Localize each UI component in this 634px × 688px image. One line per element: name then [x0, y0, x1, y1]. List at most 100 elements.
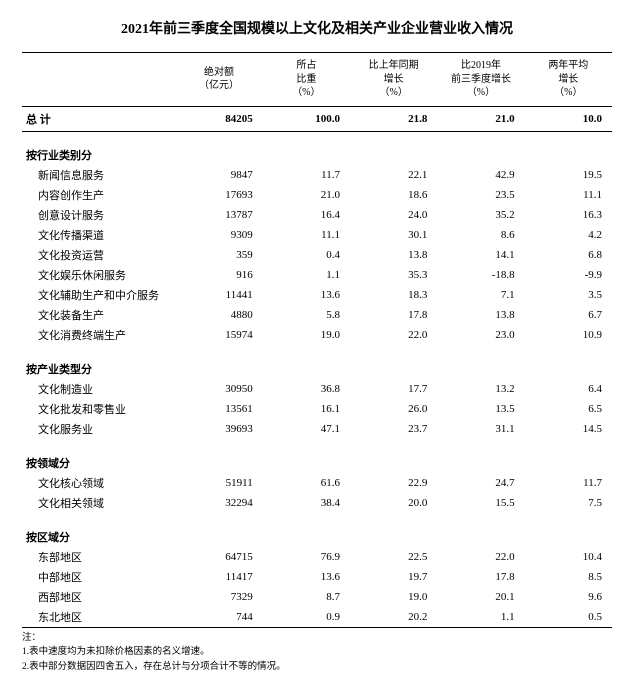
col-header: 比上年同期增长（%） — [350, 53, 437, 107]
row-label: 创意设计服务 — [22, 205, 175, 225]
row-value: 7.1 — [437, 285, 524, 305]
table-row: 文化投资运营3590.413.814.16.8 — [22, 245, 612, 265]
row-value: 23.5 — [437, 185, 524, 205]
row-value: 22.5 — [350, 547, 437, 567]
section-blank — [525, 139, 612, 165]
row-value: 47.1 — [263, 419, 350, 439]
total-value: 84205 — [175, 106, 262, 131]
row-value: 6.4 — [525, 379, 612, 399]
table-row: 内容创作生产1769321.018.623.511.1 — [22, 185, 612, 205]
row-value: 11417 — [175, 567, 262, 587]
row-value: 13.2 — [437, 379, 524, 399]
footnotes: 注： 1.表中速度均为未扣除价格因素的名义增速。 2.表中部分数据因四舍五入，存… — [22, 628, 612, 674]
row-value: 35.2 — [437, 205, 524, 225]
row-label: 内容创作生产 — [22, 185, 175, 205]
row-value: 23.0 — [437, 325, 524, 345]
row-value: 0.4 — [263, 245, 350, 265]
col-header: 两年平均增长（%） — [525, 53, 612, 107]
row-value: 6.5 — [525, 399, 612, 419]
row-value: 10.4 — [525, 547, 612, 567]
row-label: 文化相关领域 — [22, 493, 175, 513]
row-value: 4880 — [175, 305, 262, 325]
row-value: 76.9 — [263, 547, 350, 567]
row-value: 15974 — [175, 325, 262, 345]
row-label: 文化装备生产 — [22, 305, 175, 325]
table-row: 文化消费终端生产1597419.022.023.010.9 — [22, 325, 612, 345]
row-value: 8.7 — [263, 587, 350, 607]
row-value: 35.3 — [350, 265, 437, 285]
row-value: 4.2 — [525, 225, 612, 245]
col-header: 比2019年前三季度增长（%） — [437, 53, 524, 107]
row-value: 13.5 — [437, 399, 524, 419]
table-row: 西部地区73298.719.020.19.6 — [22, 587, 612, 607]
row-label: 新闻信息服务 — [22, 165, 175, 185]
row-value: 30.1 — [350, 225, 437, 245]
row-value: 17693 — [175, 185, 262, 205]
row-value: 9847 — [175, 165, 262, 185]
row-label: 中部地区 — [22, 567, 175, 587]
row-value: 23.7 — [350, 419, 437, 439]
table-row: 创意设计服务1378716.424.035.216.3 — [22, 205, 612, 225]
row-value: 17.8 — [437, 567, 524, 587]
footnote-line: 1.表中速度均为未扣除价格因素的名义增速。 — [22, 645, 612, 659]
row-label: 文化投资运营 — [22, 245, 175, 265]
row-label: 文化核心领域 — [22, 473, 175, 493]
row-value: 22.1 — [350, 165, 437, 185]
row-value: 20.2 — [350, 607, 437, 628]
page-title: 2021年前三季度全国规模以上文化及相关产业企业营业收入情况 — [22, 18, 612, 38]
row-value: 9309 — [175, 225, 262, 245]
section-blank — [350, 139, 437, 165]
row-value: 26.0 — [350, 399, 437, 419]
row-value: 5.8 — [263, 305, 350, 325]
table-row: 新闻信息服务984711.722.142.919.5 — [22, 165, 612, 185]
section-blank — [350, 353, 437, 379]
data-table: 绝对额（亿元）所占比重（%）比上年同期增长（%）比2019年前三季度增长（%）两… — [22, 52, 612, 628]
row-value: 19.0 — [350, 587, 437, 607]
row-value: -9.9 — [525, 265, 612, 285]
section-blank — [263, 353, 350, 379]
section-blank — [263, 139, 350, 165]
row-value: 18.3 — [350, 285, 437, 305]
table-row: 中部地区1141713.619.717.88.5 — [22, 567, 612, 587]
section-blank — [263, 521, 350, 547]
table-row: 文化装备生产48805.817.813.86.7 — [22, 305, 612, 325]
row-value: 8.5 — [525, 567, 612, 587]
row-value: 1.1 — [263, 265, 350, 285]
row-label: 文化服务业 — [22, 419, 175, 439]
total-value: 100.0 — [263, 106, 350, 131]
table-row: 文化娱乐休闲服务9161.135.3-18.8-9.9 — [22, 265, 612, 285]
row-label: 文化传播渠道 — [22, 225, 175, 245]
table-row: 文化相关领域3229438.420.015.57.5 — [22, 493, 612, 513]
section-label: 按产业类型分 — [22, 353, 175, 379]
footnote-heading: 注： — [22, 631, 612, 645]
table-row: 文化核心领域5191161.622.924.711.7 — [22, 473, 612, 493]
table-row: 文化辅助生产和中介服务1144113.618.37.13.5 — [22, 285, 612, 305]
table-row: 东部地区6471576.922.522.010.4 — [22, 547, 612, 567]
row-value: 6.7 — [525, 305, 612, 325]
section-blank — [437, 353, 524, 379]
row-value: 32294 — [175, 493, 262, 513]
row-label: 文化制造业 — [22, 379, 175, 399]
row-label: 东部地区 — [22, 547, 175, 567]
row-value: 19.7 — [350, 567, 437, 587]
row-value: 0.9 — [263, 607, 350, 628]
section-blank — [175, 353, 262, 379]
row-value: 13.8 — [350, 245, 437, 265]
row-value: 19.5 — [525, 165, 612, 185]
total-value: 21.0 — [437, 106, 524, 131]
row-value: 13.6 — [263, 285, 350, 305]
row-value: 51911 — [175, 473, 262, 493]
row-value: 11.7 — [525, 473, 612, 493]
section-blank — [437, 521, 524, 547]
row-value: 1.1 — [437, 607, 524, 628]
col-header: 所占比重（%） — [263, 53, 350, 107]
section-blank — [175, 447, 262, 473]
table-row: 文化传播渠道930911.130.18.64.2 — [22, 225, 612, 245]
row-label: 文化批发和零售业 — [22, 399, 175, 419]
row-value: 14.5 — [525, 419, 612, 439]
table-row: 东北地区7440.920.21.10.5 — [22, 607, 612, 628]
row-label: 文化娱乐休闲服务 — [22, 265, 175, 285]
table-row: 文化服务业3969347.123.731.114.5 — [22, 419, 612, 439]
footnote-line: 2.表中部分数据因四舍五入，存在总计与分项合计不等的情况。 — [22, 660, 612, 674]
section-blank — [525, 353, 612, 379]
